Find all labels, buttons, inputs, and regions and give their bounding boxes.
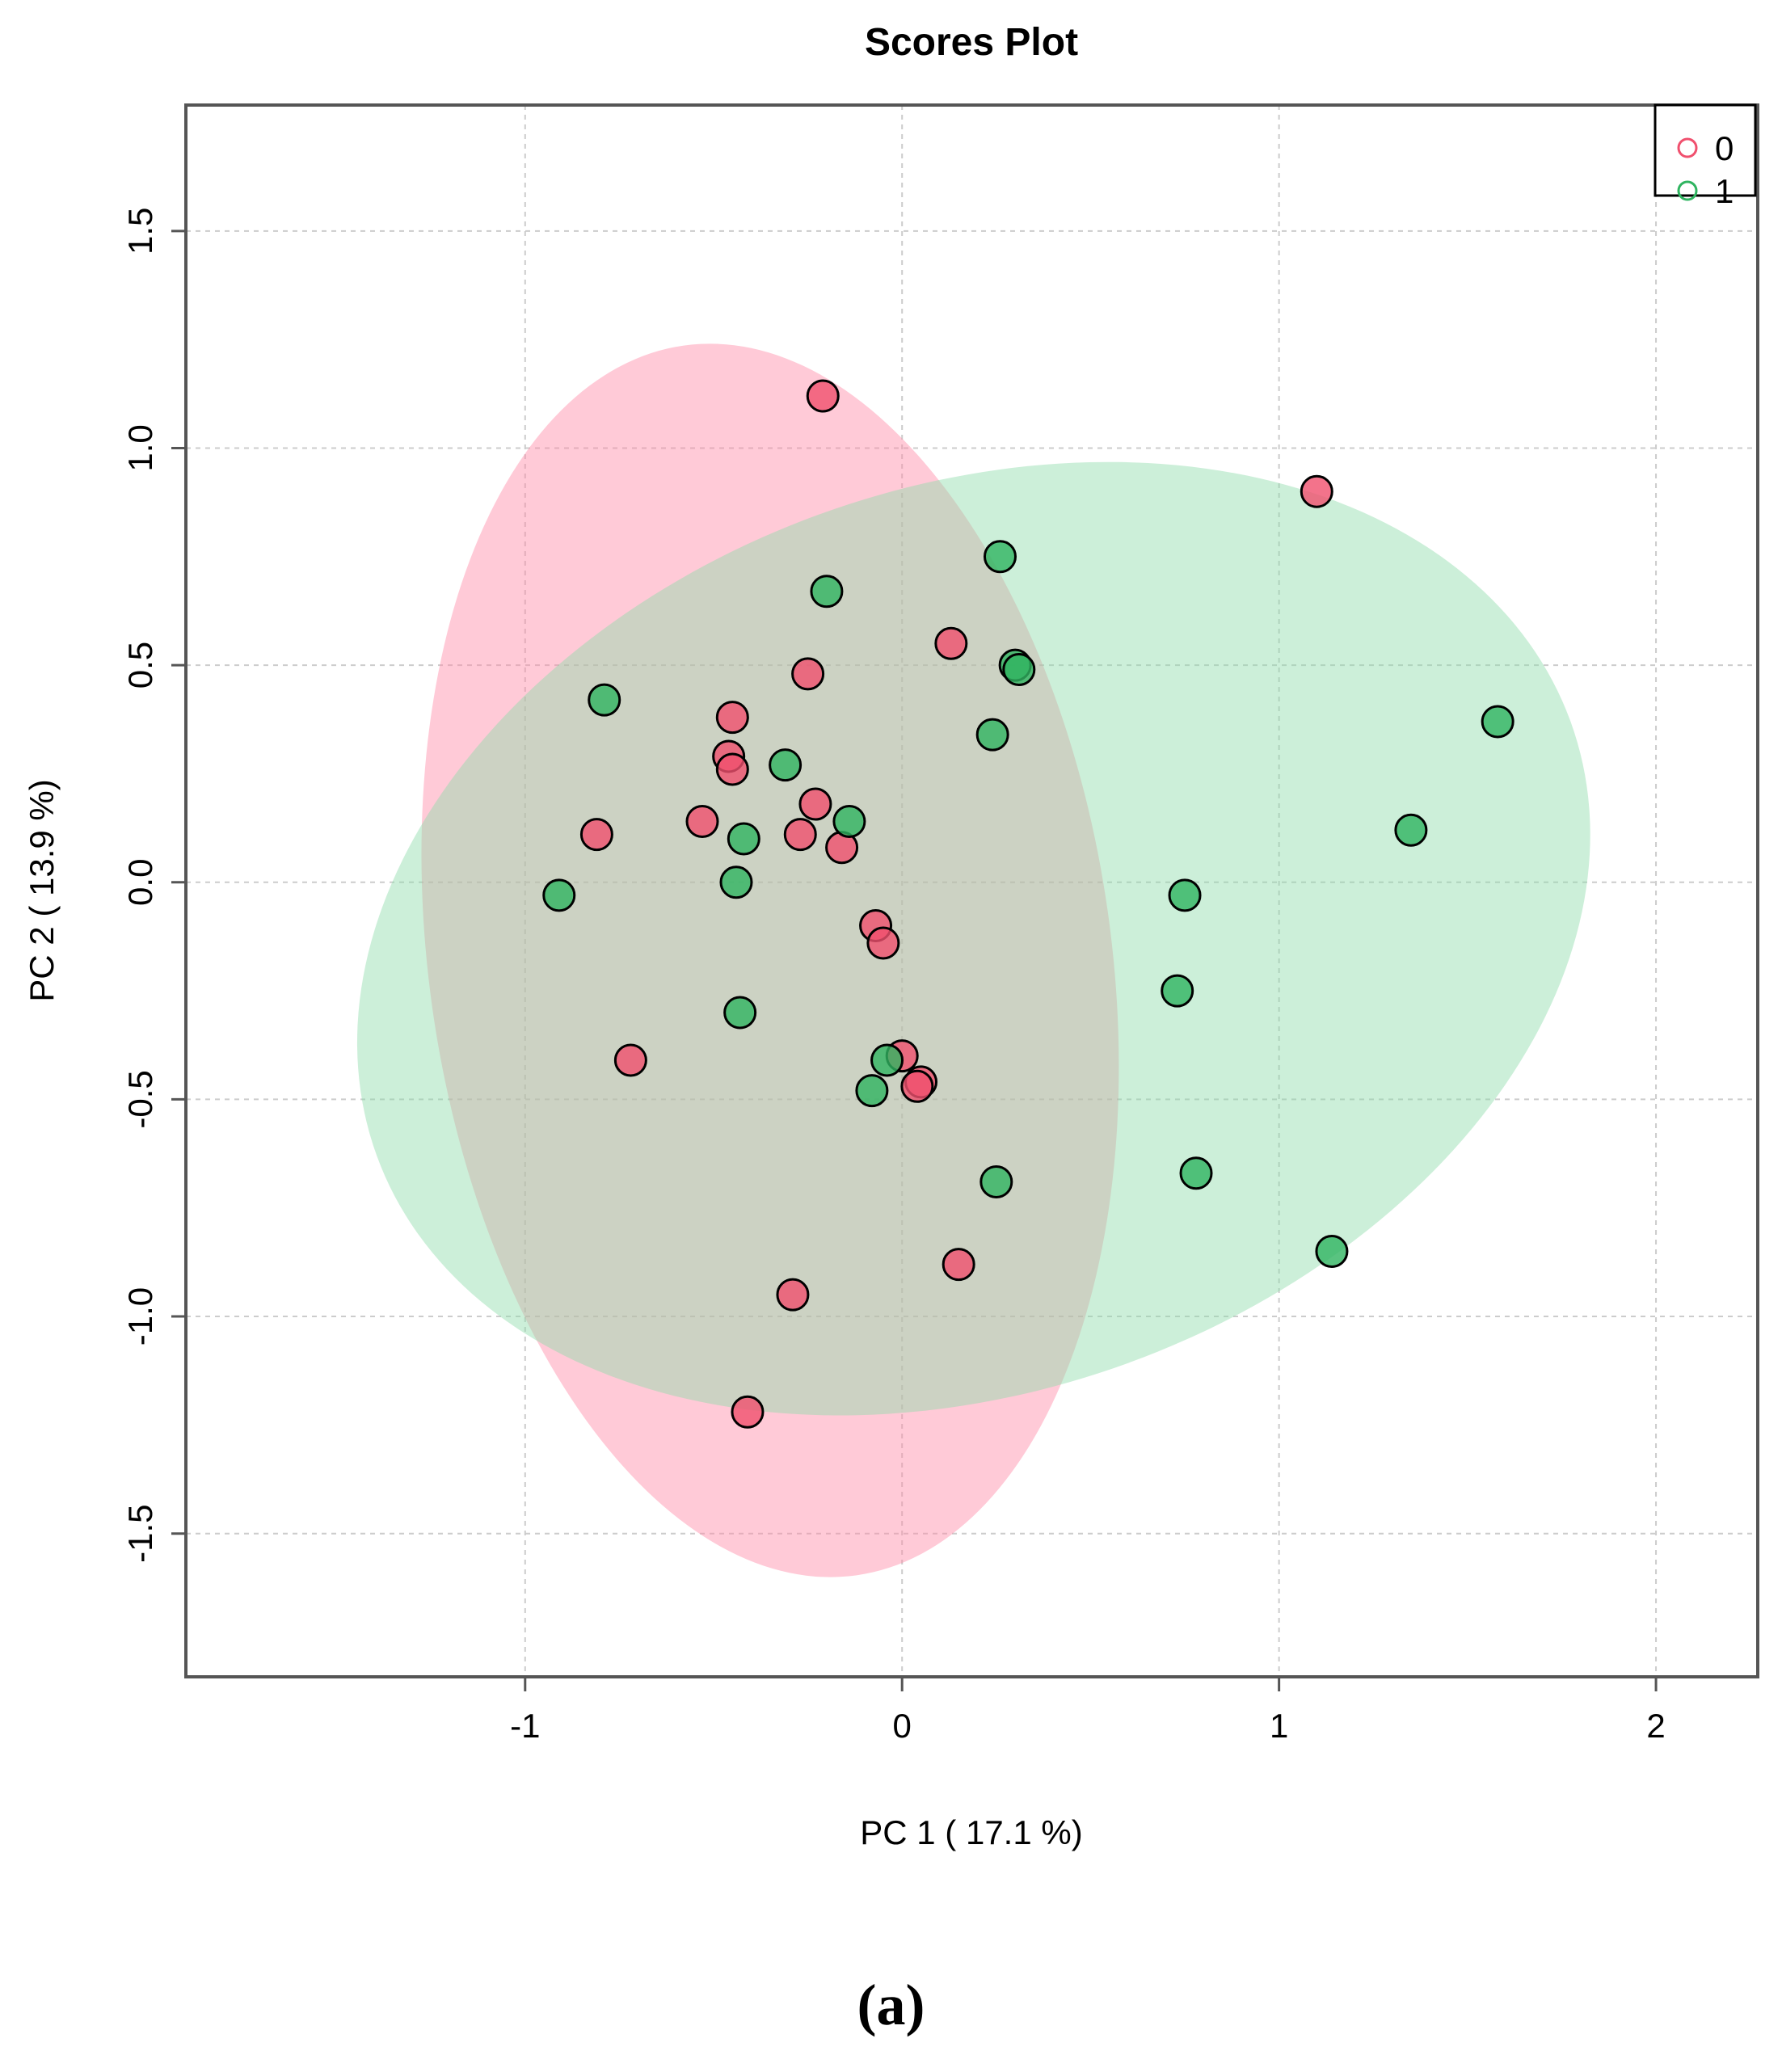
score-point-group-0 xyxy=(579,818,613,852)
score-point-group-1 xyxy=(810,575,844,609)
legend-marker-1 xyxy=(1677,180,1698,201)
score-point-group-1 xyxy=(1481,705,1514,739)
plot-frame xyxy=(184,103,1759,1678)
confidence-ellipses xyxy=(356,343,1590,1577)
x-axis: -1 0 1 2 xyxy=(510,1677,1666,1745)
score-point-group-1 xyxy=(588,683,621,717)
y-axis-label: PC 2 ( 13.9 %) xyxy=(23,779,61,1001)
x-tick-label: -1 xyxy=(510,1707,540,1745)
y-tick-label: 1.5 xyxy=(121,208,159,255)
score-point-group-0 xyxy=(715,752,749,786)
score-point-group-0 xyxy=(934,626,968,660)
score-point-group-1 xyxy=(1161,974,1194,1008)
score-point-group-0 xyxy=(806,379,840,413)
x-tick-label: 2 xyxy=(1646,1707,1665,1745)
score-points xyxy=(542,379,1514,1429)
score-point-group-1 xyxy=(855,1074,889,1108)
score-point-group-0 xyxy=(900,1069,934,1103)
score-point-group-1 xyxy=(1179,1156,1213,1190)
score-point-group-0 xyxy=(685,805,719,839)
x-axis-label: PC 1 ( 17.1 %) xyxy=(860,1813,1082,1851)
score-point-group-1 xyxy=(1394,813,1428,847)
chart-title: Scores Plot xyxy=(865,21,1078,64)
score-point-group-1 xyxy=(723,996,757,1030)
score-point-group-1 xyxy=(1315,1234,1349,1268)
score-point-group-1 xyxy=(832,805,866,839)
y-tick-label: -0.5 xyxy=(121,1070,159,1128)
legend-label-0: 0 xyxy=(1715,129,1734,167)
score-point-group-1 xyxy=(870,1043,904,1077)
y-tick-label: 0.5 xyxy=(121,642,159,689)
score-point-group-0 xyxy=(942,1248,975,1282)
score-point-group-0 xyxy=(783,818,817,852)
score-point-group-0 xyxy=(731,1395,765,1429)
score-point-group-0 xyxy=(798,787,832,821)
score-point-group-1 xyxy=(975,718,1009,752)
score-point-group-0 xyxy=(791,657,825,691)
y-tick-label: 0.0 xyxy=(121,859,159,906)
legend-label-1: 1 xyxy=(1715,172,1734,210)
score-point-group-1 xyxy=(983,540,1017,574)
score-point-group-0 xyxy=(613,1043,647,1077)
y-axis: -1.5 -1.0 -0.5 0.0 0.5 1.0 1.5 xyxy=(121,208,186,1563)
x-tick-label: 1 xyxy=(1270,1707,1288,1745)
score-point-group-1 xyxy=(1168,878,1202,912)
score-point-group-1 xyxy=(542,878,576,912)
score-point-group-1 xyxy=(719,865,753,899)
score-point-group-1 xyxy=(1002,652,1036,686)
score-point-group-1 xyxy=(727,822,760,856)
grid-layer xyxy=(186,105,1758,1677)
score-point-group-1 xyxy=(979,1164,1013,1198)
y-tick-label: 1.0 xyxy=(121,424,159,471)
score-point-group-0 xyxy=(776,1278,810,1312)
legend-marker-0 xyxy=(1677,137,1698,158)
y-tick-label: -1.0 xyxy=(121,1287,159,1346)
score-point-group-0 xyxy=(866,926,900,960)
score-point-group-0 xyxy=(715,701,749,735)
legend: 0 1 xyxy=(1654,103,1757,210)
x-tick-label: 0 xyxy=(893,1707,912,1745)
ellipse-group-1 xyxy=(356,461,1590,1416)
y-tick-label: -1.5 xyxy=(121,1505,159,1563)
score-point-group-1 xyxy=(769,748,803,782)
score-point-group-0 xyxy=(1300,474,1333,508)
panel-label: (a) xyxy=(857,1973,925,2037)
legend-box xyxy=(1654,103,1757,197)
